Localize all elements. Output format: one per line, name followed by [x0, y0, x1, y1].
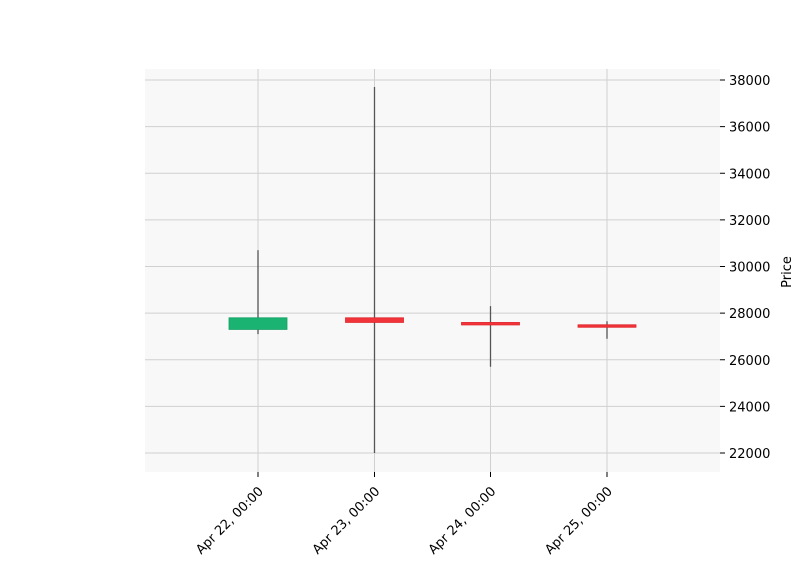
y-tick-label: 36000: [729, 121, 770, 136]
y-tick-label: 34000: [729, 167, 770, 182]
candle-body-down: [461, 322, 520, 326]
x-tick-label: Apr 23, 00:00: [310, 484, 383, 557]
x-tick-label: Apr 25, 00:00: [542, 484, 615, 557]
y-axis-ticks: 22000 24000 26000 28000 30000 32000 34000 36000…: [720, 74, 770, 462]
plot-background: [145, 69, 720, 472]
candle-body-down: [345, 317, 404, 323]
candles: [228, 86, 637, 453]
candle-body-up: [228, 317, 288, 330]
x-tick-label: Apr 22, 00:00: [193, 484, 266, 557]
y-tick-label: 26000: [729, 354, 770, 369]
y-tick-label: 32000: [729, 214, 770, 229]
candle-body-down: [577, 324, 637, 328]
y-axis-label: Price: [780, 256, 795, 288]
y-tick-label: 38000: [729, 74, 770, 89]
x-axis-ticks: Apr 22, 00:00 Apr 23, 00:00 Apr 24, 00:00 A…: [193, 472, 616, 558]
y-tick-label: 30000: [729, 261, 770, 276]
x-tick-label: Apr 24, 00:00: [426, 484, 499, 557]
y-tick-label: 24000: [729, 400, 770, 415]
y-tick-label: 22000: [729, 447, 770, 462]
y-tick-label: 28000: [729, 307, 770, 322]
